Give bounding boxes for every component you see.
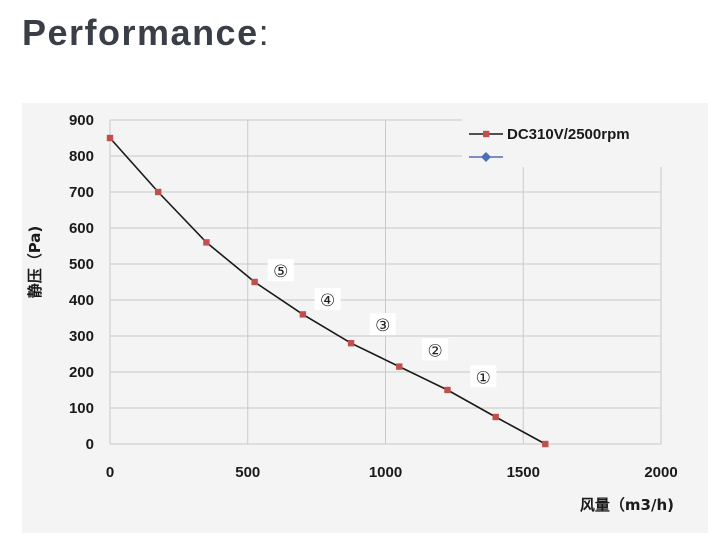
page-title-colon: : <box>258 12 271 53</box>
annotation-bg <box>369 313 396 336</box>
legend: DC310V/2500rpm <box>462 117 667 167</box>
y-tick-label: 0 <box>86 436 94 453</box>
annotation-label: ③ <box>375 316 390 336</box>
y-tick-label: 700 <box>69 184 94 201</box>
annotations: ⑤ ④ ③ ② ① <box>267 259 497 388</box>
y-tick-label: 300 <box>69 328 94 345</box>
annotation-label: ⑤ <box>273 262 288 282</box>
y-tick-label: 100 <box>69 400 94 417</box>
x-tick-label: 0 <box>106 464 114 481</box>
x-axis-label: 风量（m3/h) <box>580 496 674 514</box>
annotation-label: ④ <box>320 291 335 311</box>
chart-panel: 0 100 200 300 400 500 600 700 800 900 0 500 1000 150… <box>22 103 708 533</box>
annotation-label: ① <box>476 368 491 388</box>
legend-marker <box>481 152 491 162</box>
x-tick-label: 1000 <box>369 464 402 481</box>
legend-box <box>462 117 667 167</box>
page-title: Performance: <box>22 12 270 54</box>
x-tick-label: 1500 <box>507 464 540 481</box>
x-tick-label: 500 <box>235 464 260 481</box>
y-tick-labels: 0 100 200 300 400 500 600 700 800 900 <box>69 112 94 453</box>
data-point <box>155 188 162 196</box>
data-point <box>492 413 499 421</box>
series-lines <box>106 134 549 448</box>
legend-marker <box>483 130 490 138</box>
x-tick-label: 2000 <box>644 464 677 481</box>
annotation-bg <box>422 338 449 361</box>
y-tick-label: 400 <box>69 292 94 309</box>
series-line <box>109 137 546 445</box>
x-tick-labels: 0 500 1000 1500 2000 <box>106 464 678 481</box>
annotation-bg <box>267 259 294 282</box>
data-point <box>106 134 114 142</box>
page-title-text: Performance <box>22 12 259 53</box>
data-point <box>444 386 451 394</box>
y-tick-label: 500 <box>69 256 94 273</box>
grid-lines <box>109 119 662 445</box>
data-point <box>396 363 403 370</box>
data-point <box>347 340 355 347</box>
annotation-bg <box>470 365 497 388</box>
data-point <box>299 311 307 318</box>
y-axis-label: 静压（Pa) <box>26 226 44 299</box>
annotation-label: ② <box>427 341 442 361</box>
y-tick-label: 900 <box>69 112 94 129</box>
y-tick-label: 200 <box>69 364 94 381</box>
y-tick-label: 800 <box>69 148 94 165</box>
annotation-bg <box>314 288 341 310</box>
data-point <box>542 440 549 448</box>
data-point <box>203 239 210 246</box>
legend-label: DC310V/2500rpm <box>507 126 630 143</box>
performance-chart: 0 100 200 300 400 500 600 700 800 900 0 500 1000 150… <box>26 112 678 514</box>
data-point <box>251 278 258 286</box>
y-tick-label: 600 <box>69 220 94 237</box>
